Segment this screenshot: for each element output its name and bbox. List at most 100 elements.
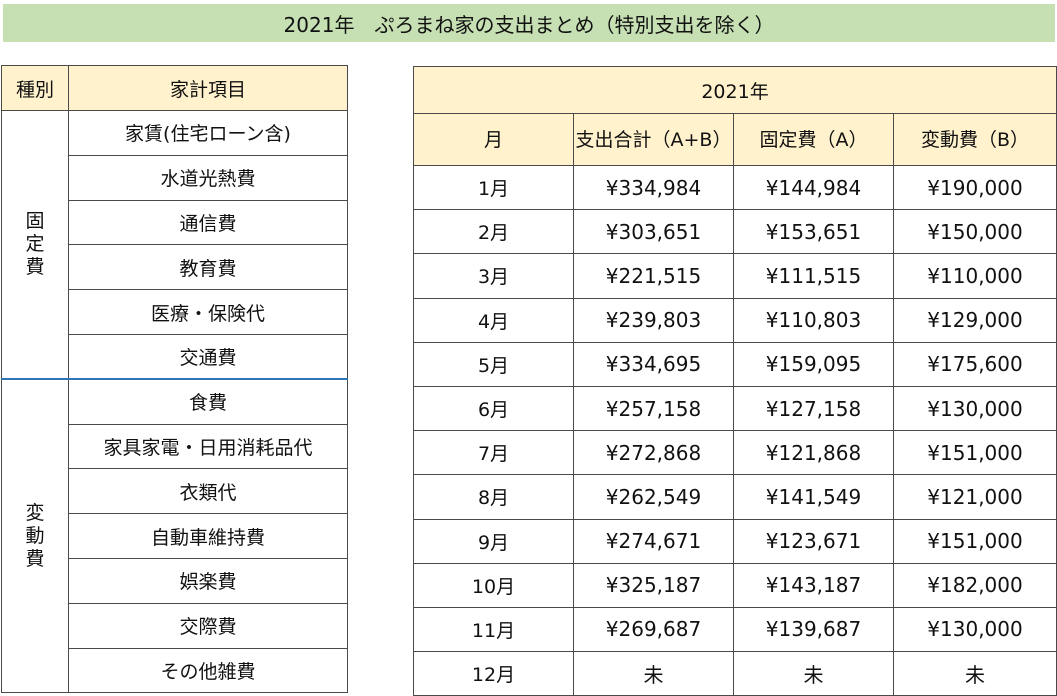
- variable-cell: ¥110,000: [892, 253, 1057, 299]
- variable-cell: ¥151,000: [892, 518, 1057, 564]
- variable-cell: ¥190,000: [892, 164, 1057, 211]
- table-row: 5月 ¥334,695 ¥159,095 ¥175,600: [413, 341, 1057, 387]
- table-header-row: 月 支出合計（A+B） 固定費（A） 変動費（B）: [413, 113, 1057, 166]
- table-row: 自動車維持費: [2, 513, 348, 559]
- table-row: 固定費 家賃(住宅ローン含): [1, 110, 348, 381]
- item-cell: 水道光熱費: [68, 154, 348, 201]
- variable-cell: ¥129,000: [892, 297, 1057, 343]
- table-row: 衣類代: [2, 468, 348, 515]
- kind-fixed-cell: 固定費: [1, 110, 69, 381]
- table-row: 交通費: [2, 333, 348, 380]
- kind-variable-label: 変動費: [25, 501, 45, 570]
- table-row: 8月 ¥262,549 ¥141,549 ¥121,000: [413, 474, 1057, 520]
- total-cell: ¥325,187: [573, 562, 734, 608]
- month-cell: 5月: [413, 341, 574, 387]
- variable-cell: ¥151,000: [892, 430, 1057, 476]
- page-title: 2021年 ぷろまね家の支出まとめ（特別支出を除く）: [3, 4, 1055, 42]
- table-row: 変動費 食費: [1, 378, 348, 694]
- total-cell: ¥239,803: [573, 297, 734, 343]
- total-cell: ¥303,651: [573, 209, 734, 255]
- table-header-row: 2021年: [412, 66, 1057, 114]
- table-row: 11月 ¥269,687 ¥139,687 ¥130,000: [413, 606, 1057, 653]
- month-cell: 8月: [413, 474, 574, 520]
- table-row: 水道光熱費: [2, 154, 348, 201]
- fixed-cell: ¥111,515: [733, 253, 894, 299]
- total-cell: ¥334,984: [573, 164, 734, 211]
- table-row: 娯楽費: [2, 557, 348, 604]
- total-cell: ¥272,868: [573, 430, 734, 476]
- table-row: 通信費: [2, 199, 348, 246]
- fixed-cell: 未: [733, 651, 894, 696]
- item-cell: 娯楽費: [68, 557, 348, 604]
- month-cell: 9月: [413, 518, 574, 564]
- item-cell: 医療・保険代: [68, 289, 348, 335]
- fixed-cell: ¥123,671: [733, 518, 894, 564]
- variable-cell: ¥121,000: [892, 474, 1057, 520]
- month-cell: 2月: [413, 209, 574, 255]
- item-cell: 交通費: [68, 333, 348, 380]
- fixed-cell: ¥144,984: [733, 164, 894, 211]
- table-row: 教育費: [2, 244, 348, 291]
- fixed-cell: ¥110,803: [733, 297, 894, 343]
- item-cell: 交際費: [68, 602, 348, 649]
- table-row: 医療・保険代: [2, 289, 348, 335]
- variable-cell: ¥182,000: [892, 562, 1057, 608]
- item-cell: 自動車維持費: [68, 513, 348, 559]
- table-row: 交際費: [2, 602, 348, 649]
- year-header: 2021年: [412, 66, 1057, 114]
- table-row: 1月 ¥334,984 ¥144,984 ¥190,000: [413, 164, 1057, 211]
- item-cell: その他雑費: [68, 647, 348, 694]
- fixed-cell: ¥143,187: [733, 562, 894, 608]
- kind-fixed-label: 固定費: [25, 210, 45, 279]
- total-cell: ¥269,687: [573, 606, 734, 653]
- header-kind: 種別: [1, 65, 69, 111]
- total-cell: ¥262,549: [573, 474, 734, 520]
- table-row: 12月未未未: [413, 651, 1057, 696]
- total-cell: ¥334,695: [573, 341, 734, 387]
- variable-cell: ¥150,000: [892, 209, 1057, 255]
- item-cell: 通信費: [68, 199, 348, 246]
- month-cell: 11月: [413, 606, 574, 653]
- fixed-cell: ¥127,158: [733, 385, 894, 432]
- total-cell: ¥221,515: [573, 253, 734, 299]
- monthly-expense-table: 2021年 月 支出合計（A+B） 固定費（A） 変動費（B） 1月 ¥334,9…: [412, 66, 1057, 696]
- table-row: 3月 ¥221,515 ¥111,515 ¥110,000: [413, 253, 1057, 299]
- variable-cell: 未: [892, 651, 1057, 696]
- table-row: 6月 ¥257,158 ¥127,158 ¥130,000: [413, 385, 1057, 432]
- variable-cell: ¥130,000: [892, 385, 1057, 432]
- fixed-cell: ¥139,687: [733, 606, 894, 653]
- variable-cell: ¥175,600: [892, 341, 1057, 387]
- item-cell: 教育費: [68, 244, 348, 291]
- total-cell: ¥274,671: [573, 518, 734, 564]
- month-cell: 7月: [413, 430, 574, 476]
- table-row: 10月 ¥325,187 ¥143,187 ¥182,000: [413, 562, 1057, 608]
- fixed-cell: ¥121,868: [733, 430, 894, 476]
- header-total: 支出合計（A+B）: [573, 113, 734, 166]
- header-fixed: 固定費（A）: [733, 113, 894, 166]
- table-row: 9月 ¥274,671 ¥123,671 ¥151,000: [413, 518, 1057, 564]
- table-row: 2月 ¥303,651 ¥153,651 ¥150,000: [413, 209, 1057, 255]
- header-variable: 変動費（B）: [892, 113, 1057, 166]
- fixed-cell: ¥141,549: [733, 474, 894, 520]
- kind-variable-cell: 変動費: [1, 378, 69, 694]
- table-row: 家具家電・日用消耗品代: [2, 423, 348, 470]
- item-cell: 食費: [68, 378, 348, 425]
- table-row: 4月 ¥239,803 ¥110,803 ¥129,000: [413, 297, 1057, 343]
- fixed-cell: ¥159,095: [733, 341, 894, 387]
- month-cell: 12月: [413, 651, 574, 696]
- month-cell: 3月: [413, 253, 574, 299]
- item-cell: 衣類代: [68, 468, 348, 515]
- month-rows: 1月 ¥334,984 ¥144,984 ¥190,000 2月 ¥303,651 ¥15…: [413, 164, 1057, 696]
- header-item: 家計項目: [68, 65, 348, 111]
- fixed-cell: ¥153,651: [733, 209, 894, 255]
- month-cell: 10月: [413, 562, 574, 608]
- expense-category-table: 種別 家計項目 固定費 家賃(住宅ローン含) 水道光熱費 通信費 教育費 医療・…: [1, 65, 348, 694]
- month-cell: 1月: [413, 164, 574, 211]
- month-cell: 4月: [413, 297, 574, 343]
- total-cell: 未: [573, 651, 734, 696]
- variable-cell: ¥130,000: [892, 606, 1057, 653]
- table-row: 7月 ¥272,868 ¥121,868 ¥151,000: [413, 430, 1057, 476]
- total-cell: ¥257,158: [573, 385, 734, 432]
- table-row: その他雑費: [2, 647, 348, 694]
- header-month: 月: [413, 113, 574, 166]
